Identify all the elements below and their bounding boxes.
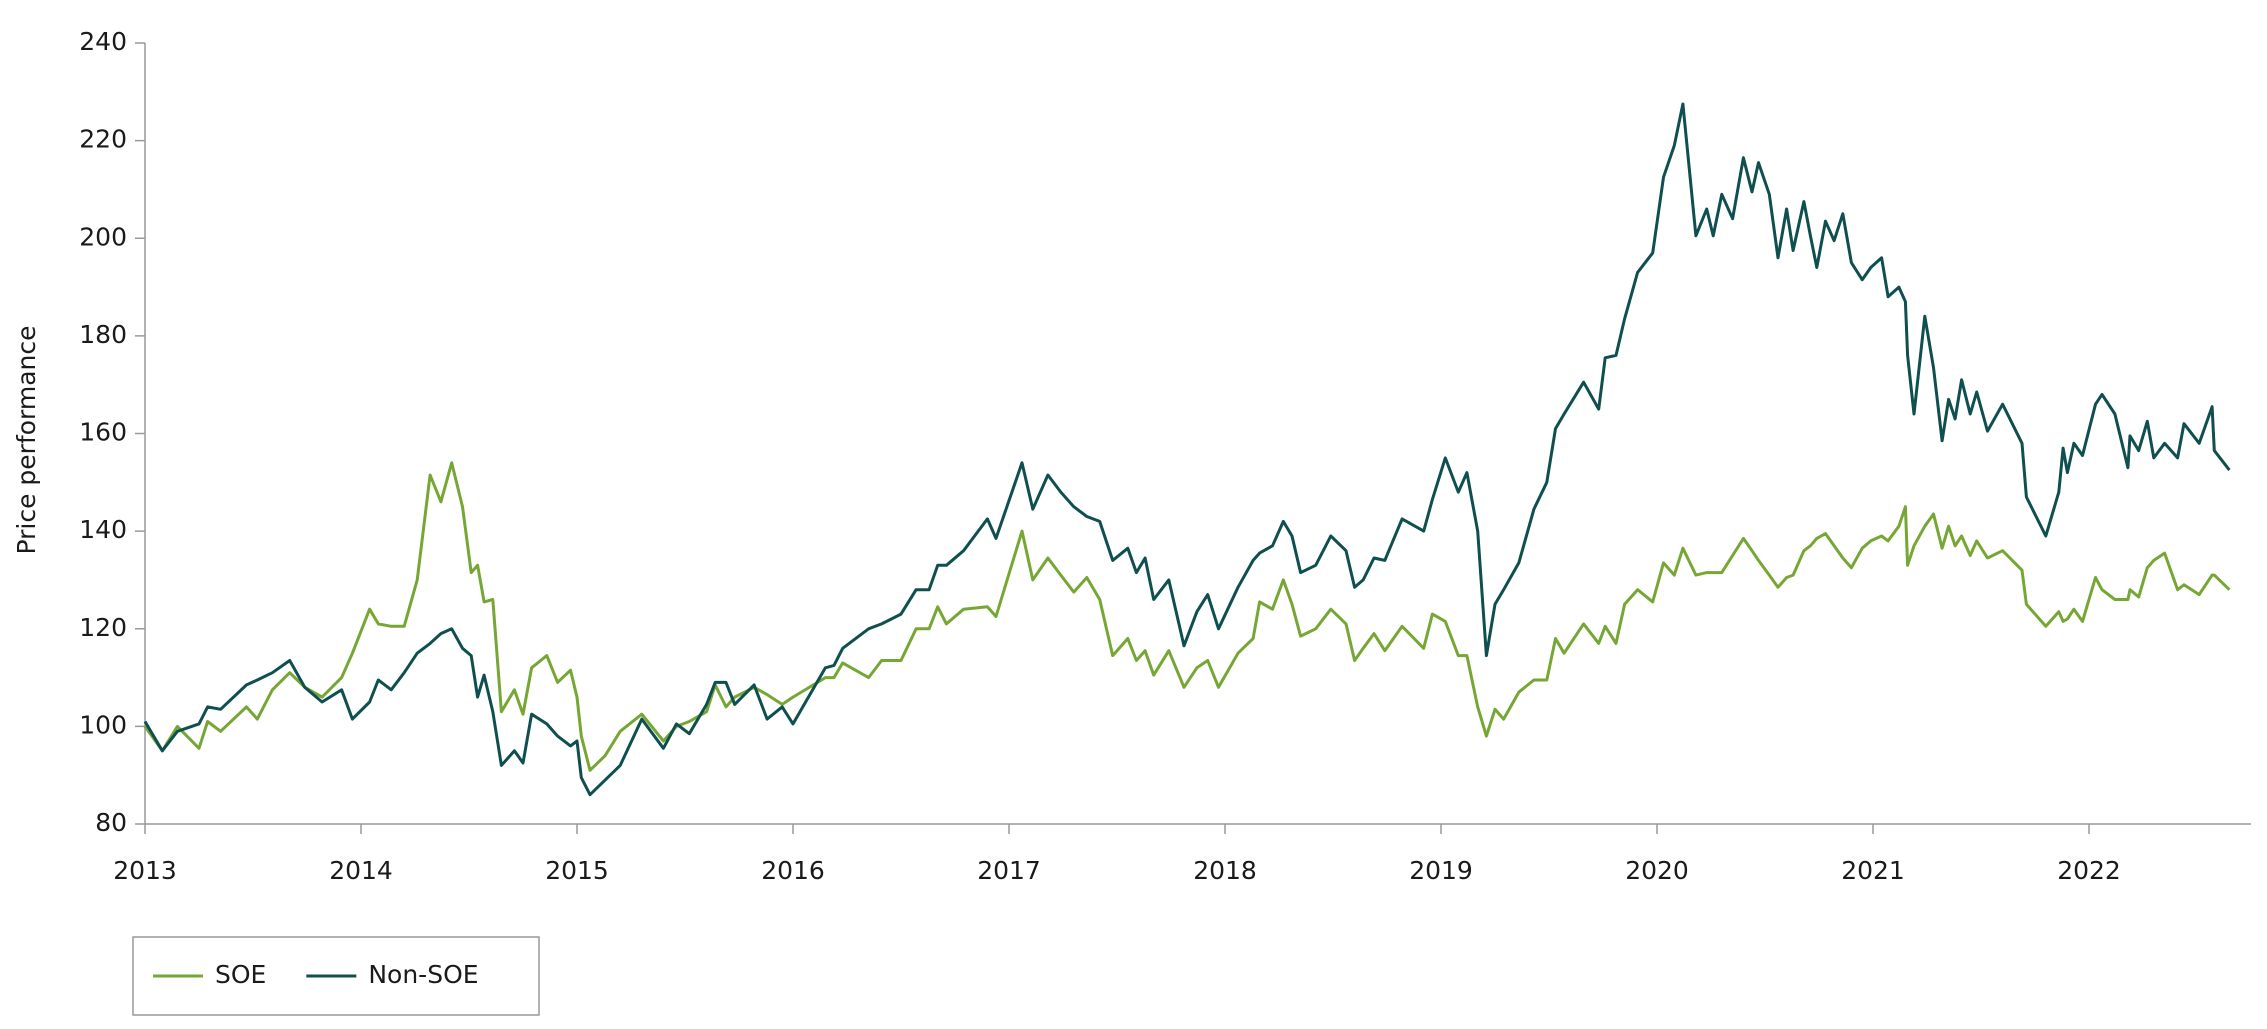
x-tick-label: 2014 xyxy=(329,856,393,885)
series-line xyxy=(143,461,2231,772)
y-tick-label: 200 xyxy=(79,222,127,251)
series-line xyxy=(143,102,2231,797)
y-tick-label: 220 xyxy=(79,125,127,154)
x-tick-label: 2021 xyxy=(1841,856,1905,885)
x-tick-label: 2019 xyxy=(1409,856,1473,885)
y-tick-label: 80 xyxy=(95,808,127,837)
x-tick-label: 2015 xyxy=(545,856,609,885)
x-tick-label: 2018 xyxy=(1193,856,1257,885)
x-tick-label: 2022 xyxy=(2057,856,2121,885)
x-tick-label: 2017 xyxy=(977,856,1041,885)
y-tick-label: 240 xyxy=(79,27,127,56)
y-tick-label: 180 xyxy=(79,320,127,349)
y-tick-label: 120 xyxy=(79,613,127,642)
x-tick-label: 2016 xyxy=(761,856,825,885)
y-tick-label: 160 xyxy=(79,418,127,447)
legend-label: Non-SOE xyxy=(368,960,478,989)
y-tick-label: 100 xyxy=(79,710,127,739)
x-tick-label: 2020 xyxy=(1625,856,1689,885)
x-tick-label: 2013 xyxy=(113,856,177,885)
y-tick-label: 140 xyxy=(79,515,127,544)
y-axis-label: Price performance xyxy=(12,325,41,554)
legend-label: SOE xyxy=(215,960,266,989)
